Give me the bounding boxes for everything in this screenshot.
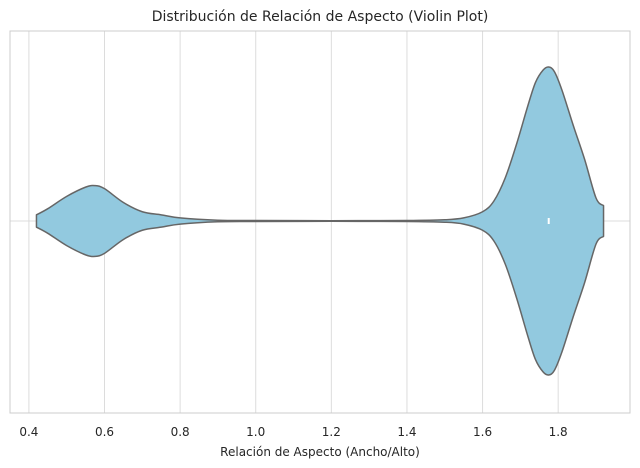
x-tick-label: 1.0 [246,425,265,439]
x-tick-label: 0.6 [95,425,114,439]
x-axis-label: Relación de Aspecto (Ancho/Alto) [220,445,420,459]
chart-title: Distribución de Relación de Aspecto (Vio… [152,9,489,25]
x-tick-label: 1.4 [397,425,416,439]
violin-layer [35,66,605,376]
violin-body [35,66,605,376]
x-tick-labels: 0.4 0.6 0.8 1.0 1.2 1.4 1.6 1.8 [19,425,567,439]
x-tick-label: 1.6 [473,425,492,439]
x-tick-label: 0.4 [19,425,38,439]
plot-frame [9,30,631,414]
x-tick-label: 0.8 [171,425,190,439]
x-tick-label: 1.2 [322,425,341,439]
median-marker [547,218,550,224]
x-tick-label: 1.8 [549,425,568,439]
